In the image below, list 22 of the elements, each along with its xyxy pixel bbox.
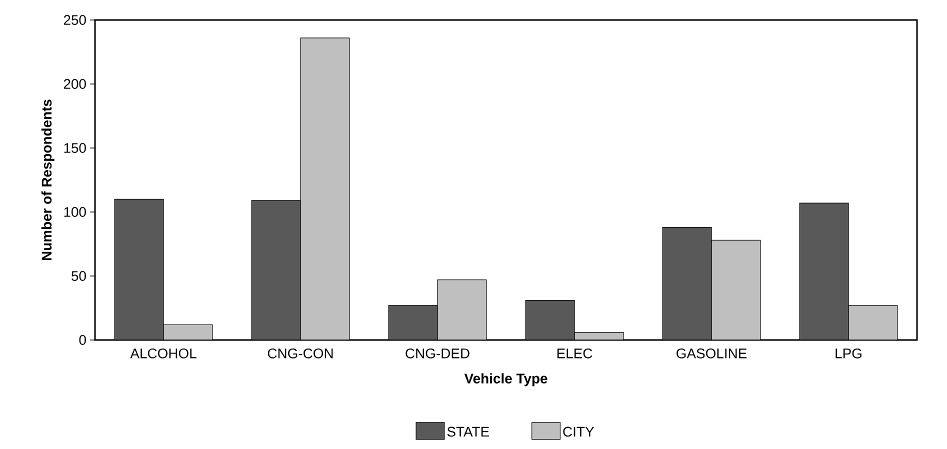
y-axis-title: Number of Respondents: [41, 100, 54, 260]
y-tick-label: 150: [64, 143, 86, 153]
x-tick-label: CNG-DED: [406, 348, 470, 358]
x-tick-label: ALCOHOL: [130, 348, 196, 358]
x-tick-label: ELEC: [557, 348, 592, 358]
bar: [388, 305, 438, 340]
legend-label: CITY: [563, 426, 594, 437]
y-tick-label: 50: [72, 271, 86, 281]
x-tick-label: LPG: [836, 348, 862, 358]
y-tick-label: 0: [79, 335, 86, 345]
x-tick-label: CNG-CON: [268, 348, 333, 358]
y-tick-label: 200: [64, 79, 86, 89]
bar: [251, 200, 301, 340]
x-axis-title: Vehicle Type: [464, 373, 548, 386]
x-tick-label: GASOLINE: [676, 348, 747, 358]
y-tick-label: 100: [64, 207, 86, 217]
y-tick-label: 250: [64, 15, 86, 25]
bar: [662, 227, 712, 340]
bar: [114, 198, 164, 340]
bar: [525, 300, 575, 340]
bar: [799, 202, 849, 340]
legend-label: STATE: [447, 426, 489, 437]
